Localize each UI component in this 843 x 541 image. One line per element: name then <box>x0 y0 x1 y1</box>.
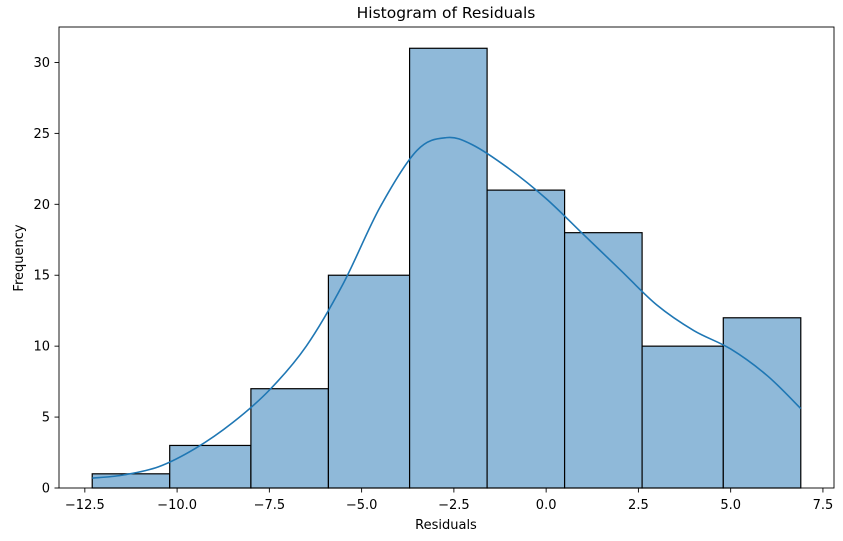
x-tick-label: 5.0 <box>720 498 741 513</box>
x-tick-label: −5.0 <box>346 498 378 513</box>
histogram-bar <box>327 274 411 489</box>
y-tick-label: 15 <box>33 269 50 284</box>
plot-frame <box>58 26 835 489</box>
y-tick-label: 5 <box>42 411 50 426</box>
histogram-bar <box>408 47 488 489</box>
x-tick-label: 0.0 <box>536 498 557 513</box>
kde-line <box>92 136 802 479</box>
y-tick-label: 10 <box>33 340 50 355</box>
y-tick-label: 30 <box>33 56 50 71</box>
x-tick-label: 2.5 <box>628 498 649 513</box>
histogram-bar <box>722 317 802 489</box>
x-tick-label: −12.5 <box>65 498 105 513</box>
y-tick-label: 0 <box>42 482 50 497</box>
x-tick-label: −7.5 <box>254 498 286 513</box>
bars-group <box>91 47 802 489</box>
chart-title: Histogram of Residuals <box>357 4 536 22</box>
y-tick-label: 20 <box>33 198 50 213</box>
y-tick-label: 25 <box>33 127 50 142</box>
histogram-bar <box>91 473 171 489</box>
x-axis-label: Residuals <box>415 518 477 533</box>
y-axis-label: Frequency <box>12 224 27 291</box>
x-axis-ticks: −12.5 −10.0 −7.5 −5.0 −2.5 0.0 2.5 5.0 7.5 <box>65 488 833 513</box>
histogram-bar <box>250 388 330 489</box>
histogram-bar <box>486 189 566 489</box>
histogram-bar <box>563 232 643 489</box>
x-tick-label: −10.0 <box>157 498 197 513</box>
x-tick-label: −2.5 <box>438 498 470 513</box>
histogram-bar <box>169 444 252 489</box>
x-tick-label: 7.5 <box>813 498 834 513</box>
y-axis-ticks: 0 5 10 15 20 25 30 <box>33 56 59 497</box>
histogram-bar <box>641 345 724 489</box>
